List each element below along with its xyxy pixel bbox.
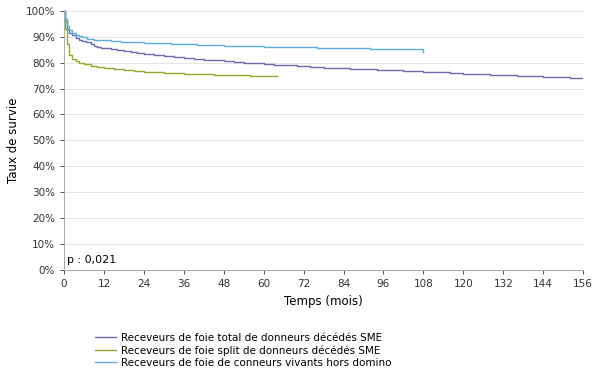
Line: Receveurs de foie total de donneurs décédés SME: Receveurs de foie total de donneurs décé…: [64, 11, 583, 78]
Receveurs de foie de conneurs vivants hors domino: [247, 44, 254, 48]
Receveurs de foie split de donneurs décédés SME: [180, 72, 187, 76]
Receveurs de foie de conneurs vivants hors domino: [63, 24, 70, 28]
Receveurs de foie de conneurs vivants hors domino: [393, 47, 400, 51]
Receveurs de foie split de donneurs décédés SME: [274, 74, 281, 78]
Receveurs de foie split de donneurs décédés SME: [72, 59, 79, 64]
Receveurs de foie de conneurs vivants hors domino: [72, 32, 79, 37]
Receveurs de foie de conneurs vivants hors domino: [260, 44, 267, 49]
Receveurs de foie de conneurs vivants hors domino: [76, 34, 83, 39]
Receveurs de foie split de donneurs décédés SME: [100, 66, 107, 70]
Receveurs de foie split de donneurs décédés SME: [140, 69, 148, 74]
Receveurs de foie split de donneurs décédés SME: [87, 64, 94, 68]
Receveurs de foie split de donneurs décédés SME: [63, 42, 70, 47]
Receveurs de foie de conneurs vivants hors domino: [107, 39, 114, 44]
Receveurs de foie de conneurs vivants hors domino: [420, 50, 427, 54]
Receveurs de foie de conneurs vivants hors domino: [154, 41, 161, 46]
Receveurs de foie de conneurs vivants hors domino: [69, 31, 76, 35]
Receveurs de foie de conneurs vivants hors domino: [140, 41, 148, 45]
X-axis label: Temps (mois): Temps (mois): [284, 295, 363, 307]
Receveurs de foie split de donneurs décédés SME: [150, 70, 157, 75]
Receveurs de foie split de donneurs décédés SME: [200, 72, 208, 76]
Receveurs de foie de conneurs vivants hors domino: [353, 46, 361, 51]
Receveurs de foie total de donneurs décédés SME: [190, 57, 197, 61]
Receveurs de foie split de donneurs décédés SME: [61, 9, 68, 13]
Receveurs de foie total de donneurs décédés SME: [63, 27, 70, 31]
Legend: Receveurs de foie total de donneurs décédés SME, Receveurs de foie split de donn: Receveurs de foie total de donneurs décé…: [95, 333, 392, 368]
Receveurs de foie de conneurs vivants hors domino: [167, 42, 174, 46]
Receveurs de foie de conneurs vivants hors domino: [274, 45, 281, 49]
Receveurs de foie de conneurs vivants hors domino: [233, 44, 241, 48]
Receveurs de foie de conneurs vivants hors domino: [97, 38, 104, 43]
Receveurs de foie de conneurs vivants hors domino: [61, 9, 68, 13]
Receveurs de foie de conneurs vivants hors domino: [180, 42, 187, 47]
Receveurs de foie split de donneurs décédés SME: [110, 67, 118, 71]
Receveurs de foie split de donneurs décédés SME: [220, 73, 227, 77]
Receveurs de foie total de donneurs décédés SME: [580, 76, 587, 81]
Receveurs de foie split de donneurs décédés SME: [69, 57, 76, 61]
Receveurs de foie de conneurs vivants hors domino: [91, 38, 98, 42]
Line: Receveurs de foie de conneurs vivants hors domino: Receveurs de foie de conneurs vivants ho…: [64, 11, 424, 52]
Receveurs de foie split de donneurs décédés SME: [80, 62, 88, 67]
Receveurs de foie split de donneurs décédés SME: [65, 53, 73, 57]
Receveurs de foie total de donneurs décédés SME: [61, 9, 68, 13]
Receveurs de foie de conneurs vivants hors domino: [287, 45, 294, 50]
Receveurs de foie split de donneurs décédés SME: [61, 27, 68, 31]
Receveurs de foie de conneurs vivants hors domino: [406, 47, 413, 52]
Receveurs de foie split de donneurs décédés SME: [160, 70, 167, 75]
Receveurs de foie split de donneurs décédés SME: [260, 74, 267, 78]
Receveurs de foie split de donneurs décédés SME: [121, 68, 128, 72]
Receveurs de foie split de donneurs décédés SME: [190, 72, 197, 76]
Receveurs de foie de conneurs vivants hors domino: [79, 35, 86, 39]
Receveurs de foie split de donneurs décédés SME: [233, 73, 241, 78]
Receveurs de foie total de donneurs décédés SME: [113, 48, 121, 52]
Receveurs de foie de conneurs vivants hors domino: [367, 46, 374, 51]
Receveurs de foie de conneurs vivants hors domino: [313, 45, 320, 50]
Receveurs de foie split de donneurs décédés SME: [170, 71, 178, 75]
Y-axis label: Taux de survie: Taux de survie: [7, 97, 20, 183]
Receveurs de foie split de donneurs décédés SME: [130, 69, 137, 73]
Receveurs de foie de conneurs vivants hors domino: [220, 43, 227, 48]
Receveurs de foie split de donneurs décédés SME: [247, 74, 254, 78]
Line: Receveurs de foie split de donneurs décédés SME: Receveurs de foie split de donneurs décé…: [64, 11, 277, 76]
Receveurs de foie de conneurs vivants hors domino: [300, 45, 307, 50]
Receveurs de foie de conneurs vivants hors domino: [84, 36, 91, 41]
Text: p : 0,021: p : 0,021: [67, 255, 116, 265]
Receveurs de foie split de donneurs décédés SME: [76, 60, 83, 65]
Receveurs de foie total de donneurs décédés SME: [347, 66, 354, 71]
Receveurs de foie de conneurs vivants hors domino: [326, 46, 334, 50]
Receveurs de foie split de donneurs décédés SME: [210, 72, 217, 77]
Receveurs de foie split de donneurs décédés SME: [94, 65, 101, 69]
Receveurs de foie de conneurs vivants hors domino: [207, 43, 214, 48]
Receveurs de foie de conneurs vivants hors domino: [194, 43, 201, 47]
Receveurs de foie total de donneurs décédés SME: [360, 67, 367, 71]
Receveurs de foie de conneurs vivants hors domino: [340, 46, 347, 50]
Receveurs de foie total de donneurs décédés SME: [65, 31, 73, 35]
Receveurs de foie de conneurs vivants hors domino: [117, 40, 124, 44]
Receveurs de foie de conneurs vivants hors domino: [380, 46, 387, 51]
Receveurs de foie de conneurs vivants hors domino: [65, 28, 73, 33]
Receveurs de foie de conneurs vivants hors domino: [127, 40, 134, 45]
Receveurs de foie de conneurs vivants hors domino: [61, 16, 68, 21]
